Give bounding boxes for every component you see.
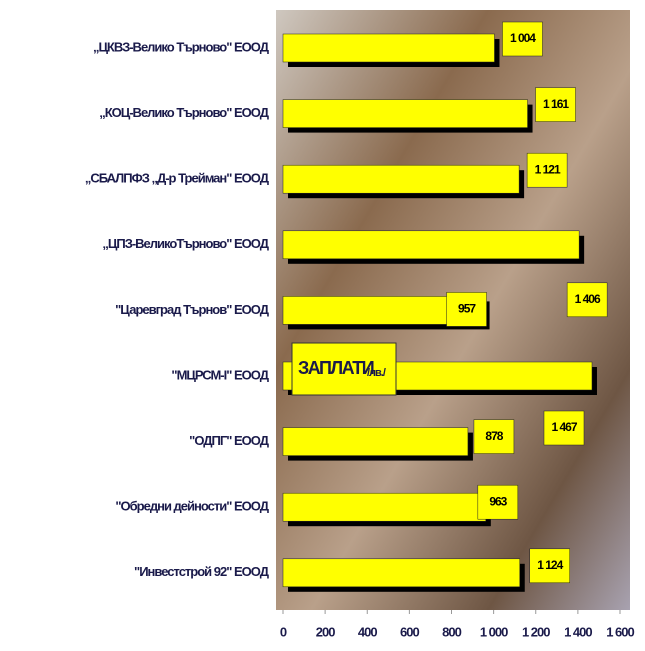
category-label: "Царевград Търнов" ЕООД [115, 302, 270, 317]
x-tick-label: 200 [316, 624, 335, 639]
category-label: "Инвестстрой 92" ЕООД [134, 564, 270, 579]
value-label-box [473, 419, 515, 454]
category-label: „КОЦ-Велико Търново" ЕООД [99, 105, 270, 120]
value-label: 1 406 [575, 292, 601, 306]
annotation-unit: /лв./ [367, 367, 386, 379]
bar [282, 164, 520, 194]
value-label: 878 [485, 429, 503, 443]
category-label: "МЦРСМ-І" ЕООД [171, 367, 269, 382]
value-label-box [526, 152, 568, 188]
annotation-box [291, 342, 397, 396]
category-label: „ЦКВЗ-Велико Търново" ЕООД [93, 39, 270, 54]
value-label: 1 161 [543, 97, 569, 111]
bar [282, 492, 487, 522]
category-label: „ЦПЗ-ВеликоТърново" ЕООД [102, 236, 269, 251]
bar [282, 427, 469, 456]
category-label: „СБАЛПФЗ „Д-р Трейман" ЕООД [85, 171, 270, 186]
value-label-box [446, 292, 487, 327]
value-label: 963 [489, 494, 507, 508]
category-label: "Обредни дейности" ЕООД [115, 499, 269, 514]
x-tick-label: 1 400 [564, 624, 592, 639]
category-label: "ОДПГ" ЕООД [189, 433, 270, 448]
bar [282, 99, 528, 128]
value-label-box [566, 282, 608, 318]
x-tick-label: 0 [280, 624, 287, 639]
bar [282, 230, 580, 260]
x-tick-label: 1 200 [522, 624, 550, 639]
value-label-box [543, 410, 585, 446]
x-tick-label: 800 [442, 624, 461, 639]
value-label-box [502, 21, 543, 57]
value-label: 1 121 [535, 162, 561, 176]
x-tick-label: 400 [358, 624, 377, 639]
value-label: 1 467 [551, 420, 577, 434]
x-tick-label: 1 600 [606, 624, 634, 639]
annotation: ЗАПЛАТИ [298, 358, 374, 378]
bar [282, 558, 520, 588]
value-label: 1 004 [510, 31, 536, 45]
x-tick-label: 600 [400, 624, 419, 639]
x-tick-label: 1 000 [480, 624, 508, 639]
value-label-box [529, 548, 570, 584]
value-label: 1 124 [537, 558, 563, 572]
bar [282, 33, 495, 63]
value-label-box [535, 87, 576, 122]
value-label-box [477, 484, 519, 520]
value-label: 957 [458, 302, 476, 316]
